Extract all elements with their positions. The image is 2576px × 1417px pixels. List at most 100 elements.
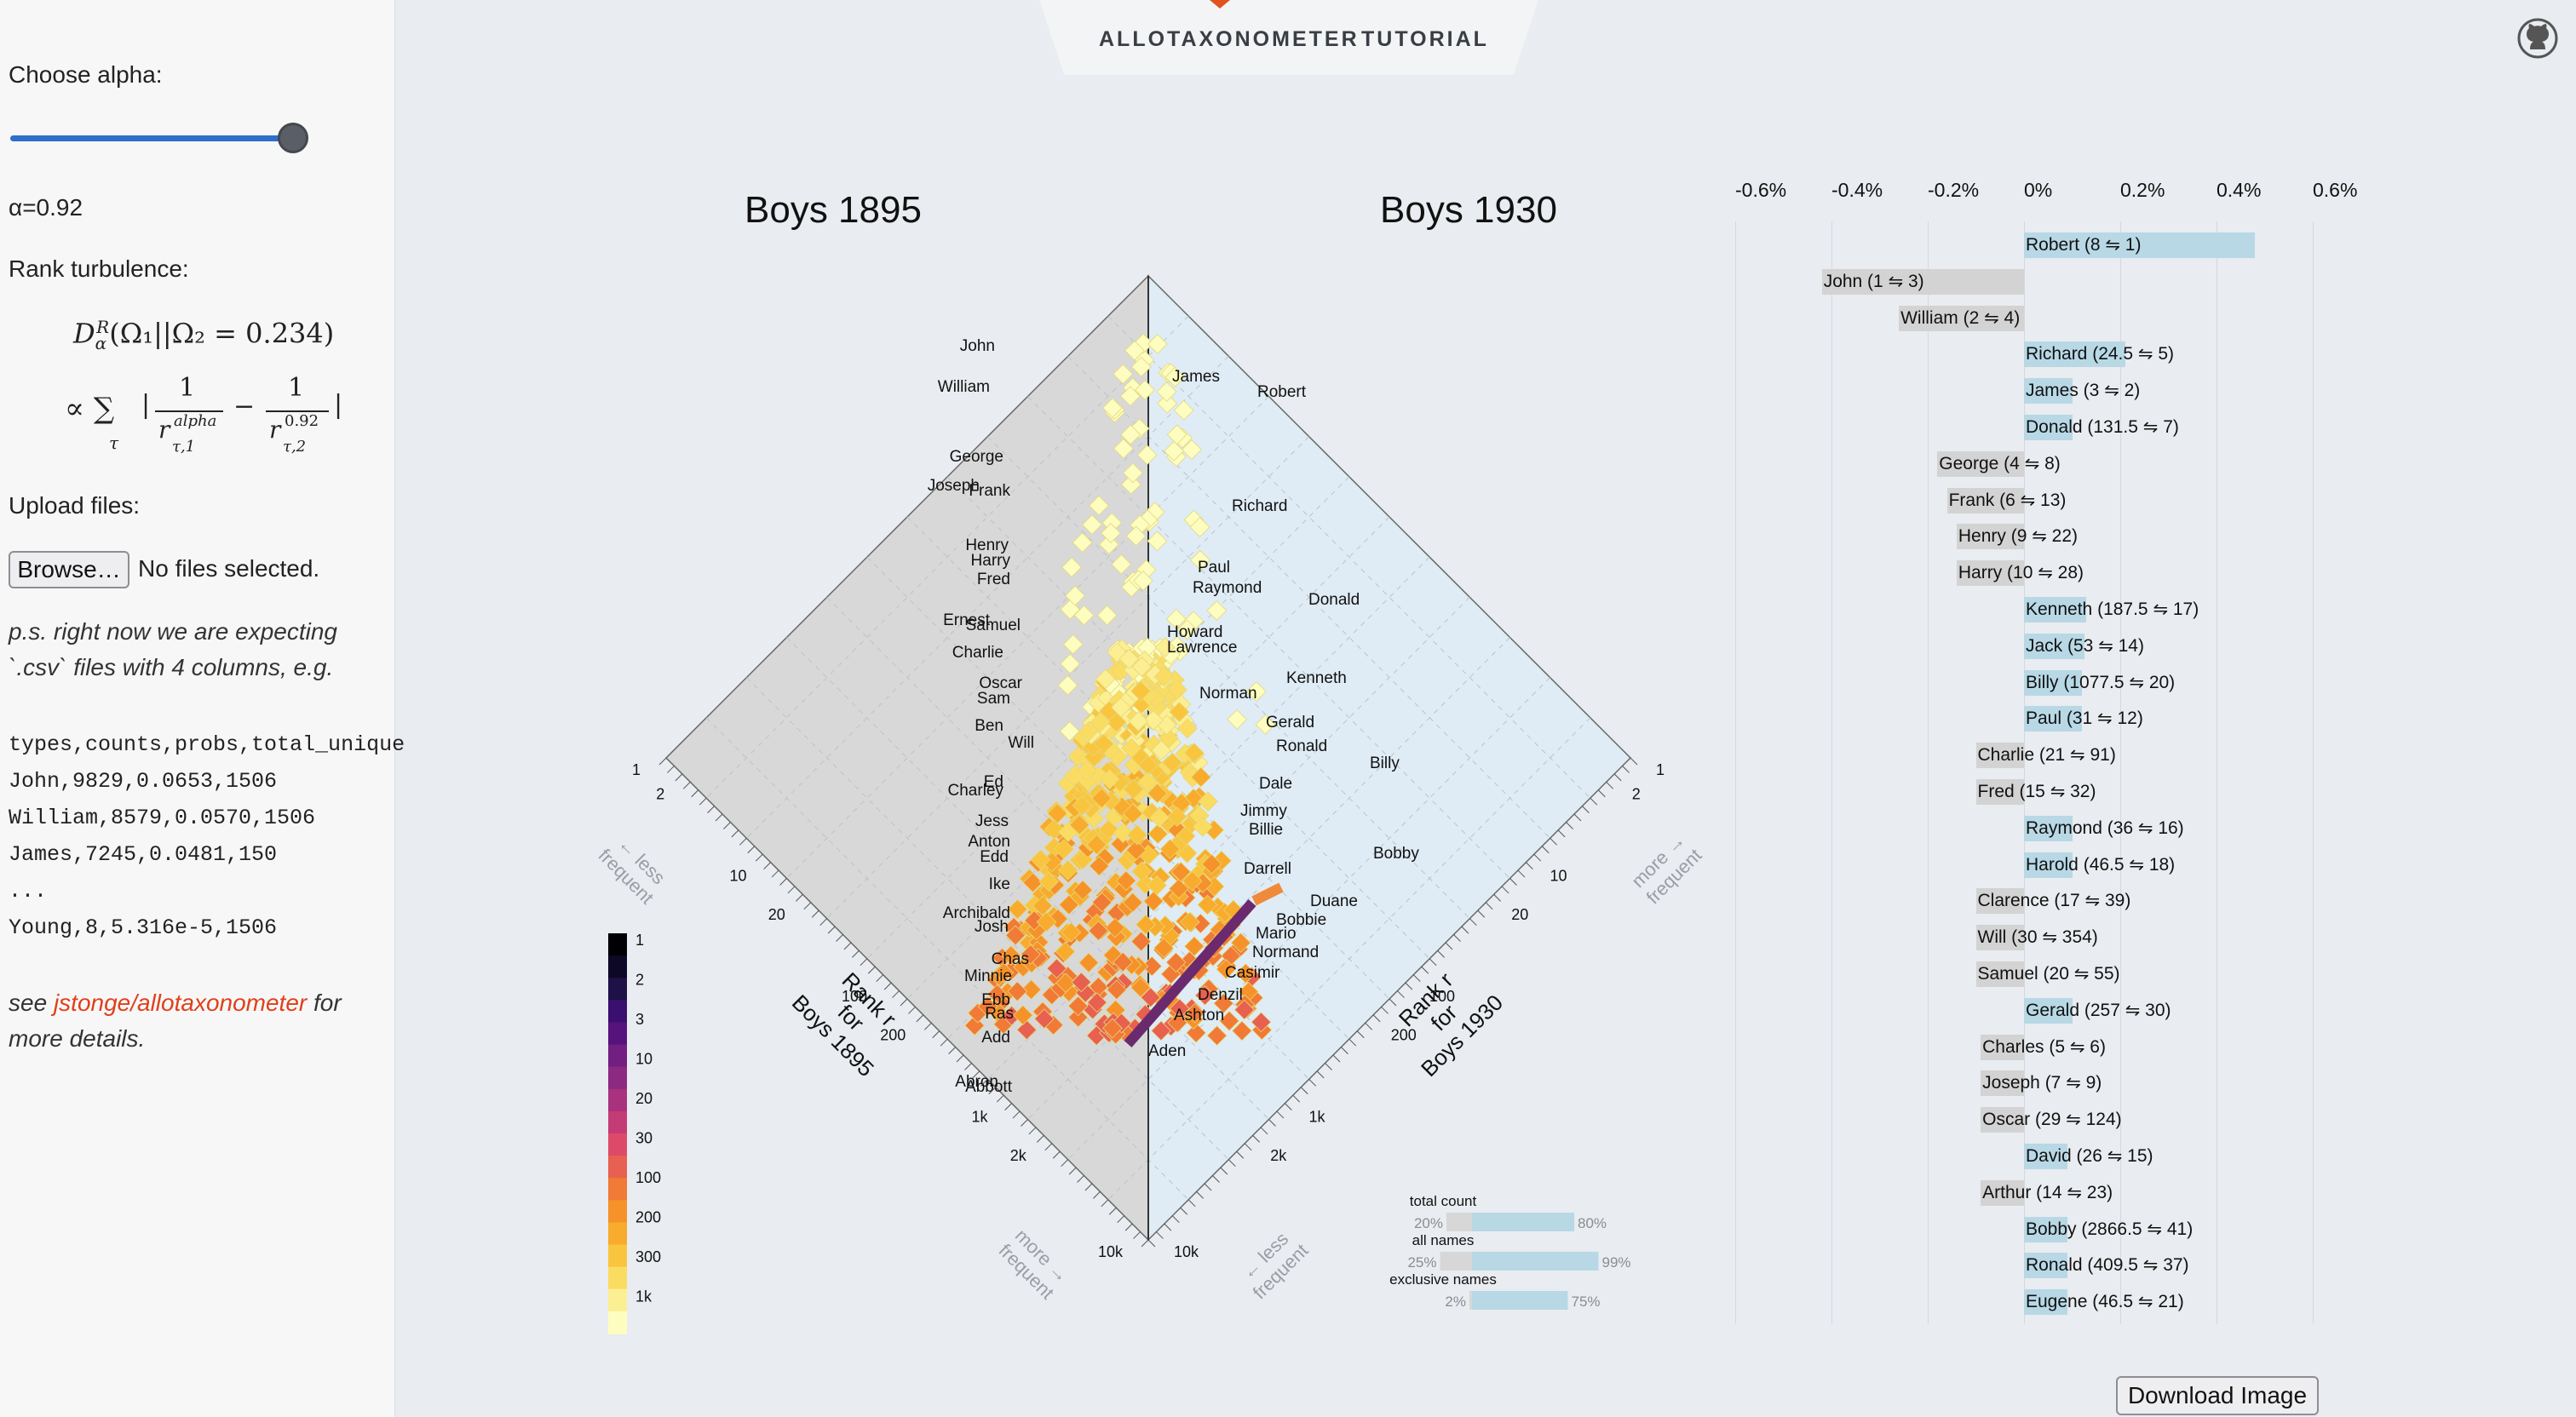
heatmap-cell	[1197, 894, 1218, 915]
right-tick-mark	[1341, 1047, 1348, 1054]
heatmap-cell	[993, 962, 1015, 984]
heatmap-cell	[1024, 910, 1045, 931]
name-label-right: Duane	[1310, 892, 1358, 910]
name-label-left: Add	[981, 1029, 1010, 1047]
heatmap-cell	[1206, 600, 1228, 621]
right-axis-tick: 10k	[1174, 1243, 1199, 1260]
grid-line	[705, 717, 1189, 1201]
right-tick-mark	[1147, 1239, 1156, 1248]
name-label-right: Donald	[1308, 591, 1360, 609]
name-label-right: Mario	[1256, 925, 1297, 943]
contribution-bar	[2024, 815, 2073, 841]
heatmap-cell	[1089, 495, 1109, 516]
left-tick-mark	[876, 974, 884, 983]
left-tick-mark	[699, 797, 707, 806]
contribution-bar	[1981, 1179, 2024, 1206]
alpha-readout: α=0.92	[9, 194, 83, 221]
heatmap-cell	[1059, 720, 1080, 742]
contribution-bar	[2024, 597, 2087, 622]
left-tick-mark	[803, 902, 812, 910]
left-tick-mark	[1108, 1207, 1117, 1215]
balance-right-value: 75%	[1572, 1294, 1601, 1310]
heatmap-cell	[1156, 382, 1177, 402]
left-tick-mark	[682, 781, 691, 789]
colorbar-swatch	[608, 1066, 627, 1090]
download-image-button[interactable]: Download Image	[2116, 1376, 2319, 1415]
heatmap-cell	[1046, 958, 1067, 979]
contribution-bar	[2024, 633, 2084, 659]
heatmap-cell	[1128, 711, 1149, 731]
contribution-bar	[1956, 560, 2024, 587]
right-axis-tick: 2	[1632, 785, 1641, 802]
contribution-bar-label: Kenneth (187.5 ⇋ 17)	[2026, 600, 2199, 619]
contribution-bar-label: Harold (46.5 ⇋ 18)	[2026, 854, 2176, 875]
heatmap-cell	[1251, 1012, 1272, 1033]
left-tick-mark	[723, 822, 731, 829]
heatmap-cell	[1255, 714, 1276, 735]
heatmap-cells	[964, 333, 1276, 1046]
heatmap-cell	[1177, 718, 1198, 739]
right-tick-mark	[1308, 1078, 1317, 1087]
heatmap-cell	[1113, 364, 1134, 385]
contribution-bar	[2024, 997, 2073, 1024]
contribution-bar	[1975, 779, 2024, 805]
heatmap-cell	[1153, 938, 1174, 959]
contribution-bar	[1981, 1107, 2024, 1133]
left-tick-mark	[843, 942, 852, 950]
colorbar-swatch	[608, 1178, 627, 1202]
heatmap-cell	[1065, 585, 1085, 606]
colorbar-label: 20	[635, 1090, 653, 1107]
heatmap-cell	[1190, 549, 1210, 571]
colorbar-swatch	[608, 1044, 627, 1068]
heatmap-cell	[1020, 944, 1041, 965]
contribution-bar	[1975, 961, 2024, 987]
contribution-bar-label: Arthur (14 ⇋ 23)	[1982, 1182, 2113, 1202]
alpha-slider-thumb[interactable]	[278, 123, 308, 153]
heatmap-cell	[1054, 839, 1074, 859]
heatmap-cell	[1022, 872, 1044, 893]
name-label-right: Bobbie	[1276, 911, 1326, 929]
heatmap-cell	[1232, 1020, 1252, 1041]
heatmap-cell	[1206, 1025, 1228, 1046]
left-tick-mark	[1084, 1183, 1093, 1191]
tab-tutorial[interactable]: TUTORIAL	[1361, 27, 1489, 51]
left-tick-mark	[691, 789, 699, 798]
name-label-left: Ebb	[981, 991, 1010, 1009]
name-label-left: Ben	[975, 717, 1003, 735]
name-label-left: Frank	[969, 482, 1010, 500]
heatmap-cell	[1007, 981, 1028, 1002]
heatmap-cell	[1072, 880, 1093, 901]
name-label-right: Normand	[1252, 944, 1319, 961]
left-tick-mark	[1133, 1231, 1141, 1239]
heatmap-cell	[1077, 760, 1097, 781]
colorbar-swatch	[608, 1200, 627, 1224]
heatmap-cell	[1147, 783, 1168, 804]
heatmap-cell	[1113, 438, 1134, 459]
contribution-bar-label: William (2 ⇋ 4)	[1900, 307, 2021, 328]
tab-allotaxonometer[interactable]: ALLOTAXONOMETER	[1099, 27, 1360, 51]
github-icon[interactable]	[2516, 17, 2559, 60]
left-tick-mark	[747, 846, 756, 854]
right-tick-mark	[1252, 1135, 1260, 1143]
name-label-left: Ernest	[943, 611, 991, 629]
heatmap-cell	[1165, 608, 1187, 629]
bar-chart-gridline	[2120, 221, 2121, 1324]
browse-button[interactable]: Browse…	[9, 551, 129, 588]
right-tick-mark	[1557, 829, 1566, 838]
heatmap-cell	[1194, 985, 1216, 1006]
right-tick-mark	[1196, 1191, 1204, 1199]
repo-link[interactable]: jstonge/allotaxonometer	[53, 990, 308, 1016]
heatmap-cell	[1110, 697, 1131, 718]
right-tick-mark	[1356, 1030, 1365, 1039]
left-tick-mark	[1012, 1110, 1021, 1119]
alpha-slider-track[interactable]	[10, 135, 296, 141]
left-axis-tick: 2k	[1010, 1147, 1027, 1164]
contribution-bar	[1937, 450, 2024, 477]
left-tick-mark	[980, 1078, 988, 1087]
name-label-right: Bobby	[1373, 845, 1419, 863]
formula-divergence: DαR(Ω₁||Ω₂ = 0.234)	[73, 317, 335, 354]
name-label-right: Paul	[1198, 559, 1230, 577]
heatmap-cell	[1169, 998, 1190, 1019]
heatmap-cell	[1123, 779, 1144, 800]
colorbar-swatch	[608, 1222, 627, 1246]
